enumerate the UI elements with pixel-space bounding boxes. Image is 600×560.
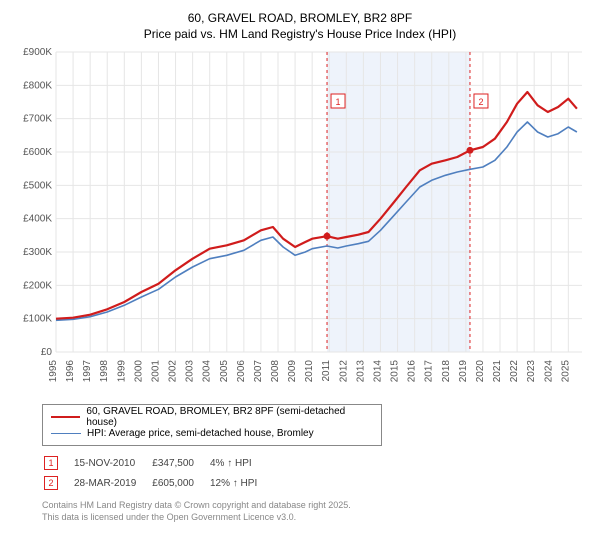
title-line2: Price paid vs. HM Land Registry's House … bbox=[12, 26, 588, 42]
svg-text:£400K: £400K bbox=[23, 214, 52, 225]
svg-text:2023: 2023 bbox=[526, 360, 537, 383]
legend-label: HPI: Average price, semi-detached house,… bbox=[87, 428, 314, 439]
svg-text:2014: 2014 bbox=[372, 360, 383, 383]
legend: 60, GRAVEL ROAD, BROMLEY, BR2 8PF (semi-… bbox=[42, 404, 382, 446]
svg-text:£900K: £900K bbox=[23, 48, 52, 58]
price-chart: £0 £100K £200K £300K £400K £500K £600K £700K £80… bbox=[12, 48, 588, 396]
sales-table: 115-NOV-2010£347,5004% ↑ HPI 228-MAR-2019… bbox=[42, 452, 273, 494]
sale-date: 28-MAR-2019 bbox=[74, 474, 150, 492]
sale-price: £347,500 bbox=[152, 454, 208, 472]
legend-swatch bbox=[51, 433, 81, 434]
sale-delta: 4% ↑ HPI bbox=[210, 454, 271, 472]
footer-line2: This data is licensed under the Open Gov… bbox=[42, 512, 588, 524]
svg-text:2: 2 bbox=[478, 97, 483, 107]
svg-text:2004: 2004 bbox=[202, 360, 213, 383]
svg-text:2024: 2024 bbox=[543, 360, 554, 383]
svg-text:£300K: £300K bbox=[23, 247, 52, 258]
sale-delta: 12% ↑ HPI bbox=[210, 474, 271, 492]
svg-text:2012: 2012 bbox=[338, 360, 349, 383]
svg-text:1998: 1998 bbox=[99, 360, 110, 383]
svg-text:2009: 2009 bbox=[287, 360, 298, 383]
sale-marker: 2 bbox=[44, 474, 72, 492]
sale-row: 228-MAR-2019£605,00012% ↑ HPI bbox=[44, 474, 271, 492]
sale-date: 15-NOV-2010 bbox=[74, 454, 150, 472]
svg-text:1999: 1999 bbox=[116, 360, 127, 383]
sale-row: 115-NOV-2010£347,5004% ↑ HPI bbox=[44, 454, 271, 472]
svg-text:2008: 2008 bbox=[270, 360, 281, 383]
svg-text:£100K: £100K bbox=[23, 314, 52, 325]
svg-text:£500K: £500K bbox=[23, 181, 52, 192]
svg-text:2016: 2016 bbox=[407, 360, 418, 383]
footer-line1: Contains HM Land Registry data © Crown c… bbox=[42, 500, 588, 512]
svg-text:2010: 2010 bbox=[304, 360, 315, 383]
legend-label: 60, GRAVEL ROAD, BROMLEY, BR2 8PF (semi-… bbox=[86, 406, 373, 428]
svg-text:2022: 2022 bbox=[509, 360, 520, 383]
svg-text:2003: 2003 bbox=[185, 360, 196, 383]
svg-text:1995: 1995 bbox=[48, 360, 59, 383]
chart-title: 60, GRAVEL ROAD, BROMLEY, BR2 8PF Price … bbox=[12, 10, 588, 42]
svg-text:£700K: £700K bbox=[23, 114, 52, 125]
chart-svg: £0 £100K £200K £300K £400K £500K £600K £700K £80… bbox=[12, 48, 588, 396]
svg-text:£800K: £800K bbox=[23, 81, 52, 92]
svg-text:1: 1 bbox=[336, 97, 341, 107]
svg-text:£600K: £600K bbox=[23, 147, 52, 158]
sale-price: £605,000 bbox=[152, 474, 208, 492]
svg-text:2015: 2015 bbox=[390, 360, 401, 383]
svg-text:1997: 1997 bbox=[82, 360, 93, 383]
svg-text:2006: 2006 bbox=[236, 360, 247, 383]
svg-text:2018: 2018 bbox=[441, 360, 452, 383]
svg-text:2021: 2021 bbox=[492, 360, 503, 383]
svg-text:2025: 2025 bbox=[560, 360, 571, 383]
svg-text:2005: 2005 bbox=[219, 360, 230, 383]
svg-text:2007: 2007 bbox=[253, 360, 264, 383]
sale-marker: 1 bbox=[44, 454, 72, 472]
legend-item: 60, GRAVEL ROAD, BROMLEY, BR2 8PF (semi-… bbox=[51, 409, 373, 425]
footer: Contains HM Land Registry data © Crown c… bbox=[42, 500, 588, 523]
svg-text:1996: 1996 bbox=[65, 360, 76, 383]
svg-text:2011: 2011 bbox=[321, 360, 332, 382]
svg-text:2017: 2017 bbox=[424, 360, 435, 383]
legend-swatch bbox=[51, 416, 80, 418]
title-line1: 60, GRAVEL ROAD, BROMLEY, BR2 8PF bbox=[12, 10, 588, 26]
svg-text:2020: 2020 bbox=[475, 360, 486, 383]
svg-text:2002: 2002 bbox=[168, 360, 179, 383]
svg-text:£200K: £200K bbox=[23, 281, 52, 292]
svg-text:2019: 2019 bbox=[458, 360, 469, 383]
svg-text:2000: 2000 bbox=[133, 360, 144, 383]
svg-text:2001: 2001 bbox=[150, 360, 161, 383]
svg-text:2013: 2013 bbox=[355, 360, 366, 383]
svg-text:£0: £0 bbox=[41, 347, 53, 358]
